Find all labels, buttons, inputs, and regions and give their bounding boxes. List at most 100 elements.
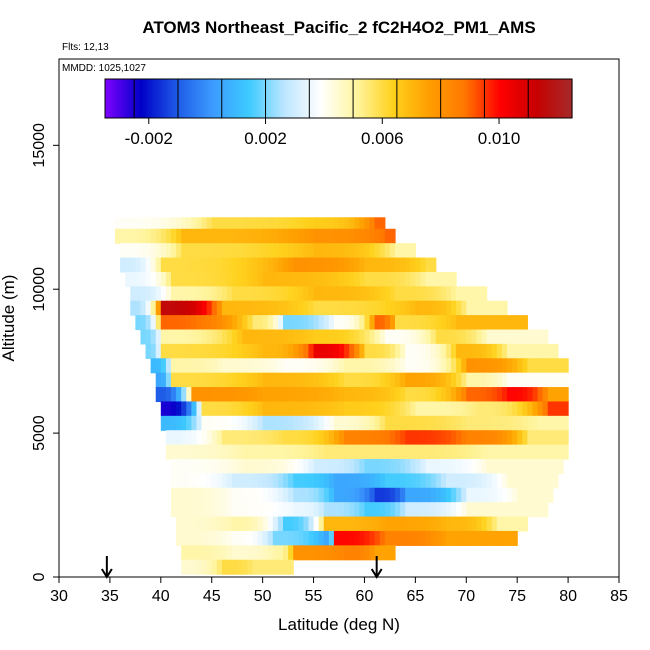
heatmap-cell xyxy=(395,315,401,331)
heatmap-cell xyxy=(486,358,493,374)
heatmap-cell xyxy=(308,387,315,403)
heatmap-cell xyxy=(252,545,259,561)
heatmap-cell xyxy=(272,415,279,431)
heatmap-cell xyxy=(308,343,315,359)
heatmap-cell xyxy=(344,415,350,431)
heatmap-cell xyxy=(176,430,182,446)
heatmap-cell xyxy=(318,401,325,417)
colorbar-swatch xyxy=(322,79,326,118)
heatmap-cell xyxy=(211,271,218,287)
heatmap-cell xyxy=(410,415,416,431)
colorbar-swatch xyxy=(158,79,162,118)
heatmap-cell xyxy=(349,502,355,518)
heatmap-cell xyxy=(206,459,213,474)
heatmap-cell xyxy=(405,286,411,302)
heatmap-cell xyxy=(171,217,177,230)
heatmap-cell xyxy=(165,372,172,388)
heatmap-cell xyxy=(227,559,233,575)
heatmap-cell xyxy=(445,459,452,474)
heatmap-cell xyxy=(283,387,289,403)
colorbar-swatch xyxy=(553,79,557,118)
colorbar-swatch xyxy=(373,79,377,118)
colorbar-swatch xyxy=(191,79,195,118)
colorbar-swatch xyxy=(436,79,440,118)
heatmap-cell xyxy=(461,358,467,374)
heatmap-cell xyxy=(415,286,422,302)
heatmap-cell xyxy=(262,228,269,244)
x-tick-label: 50 xyxy=(254,588,272,605)
heatmap-cell xyxy=(389,286,396,302)
heatmap-cell xyxy=(349,343,355,359)
heatmap-cell xyxy=(333,228,340,244)
heatmap-cell xyxy=(237,487,243,503)
heatmap-cell xyxy=(359,358,366,374)
heatmap-cell xyxy=(415,372,422,388)
heatmap-cell xyxy=(374,329,381,345)
heatmap-cell xyxy=(415,401,422,417)
heatmap-cell xyxy=(369,530,376,546)
heatmap-cell xyxy=(201,271,208,287)
colorbar-swatch xyxy=(277,79,281,118)
heatmap-cell xyxy=(354,401,360,417)
colorbar-tick-label: -0.002 xyxy=(125,129,173,148)
colorbar-swatch xyxy=(329,79,333,118)
heatmap-cell xyxy=(333,401,340,417)
heatmap-cell xyxy=(512,315,518,331)
heatmap-cell xyxy=(257,530,264,546)
heatmap-cell xyxy=(237,257,243,273)
heatmap-cell xyxy=(430,444,437,460)
heatmap-cell xyxy=(211,444,218,460)
heatmap-cell xyxy=(410,315,416,331)
colorbar-swatch xyxy=(231,79,235,118)
heatmap-cell xyxy=(517,444,523,460)
heatmap-cell xyxy=(374,358,381,374)
heatmap-cell xyxy=(283,228,289,244)
heatmap-cell xyxy=(318,358,325,374)
heatmap-cell xyxy=(512,444,518,460)
heatmap-cell xyxy=(242,243,248,259)
heatmap-cell xyxy=(201,228,208,244)
colorbar-swatch xyxy=(156,79,160,118)
heatmap-cell xyxy=(364,545,371,561)
heatmap-cell xyxy=(181,559,187,575)
heatmap-cell xyxy=(150,300,157,316)
heatmap-cell xyxy=(211,228,218,244)
heatmap-cell xyxy=(420,343,427,359)
heatmap-cell xyxy=(181,502,187,518)
heatmap-cell xyxy=(176,530,182,546)
heatmap-cell xyxy=(171,228,177,244)
heatmap-cell xyxy=(481,473,488,489)
colorbar-swatch xyxy=(364,79,368,118)
heatmap-cell xyxy=(537,358,544,374)
heatmap-cell xyxy=(186,387,192,403)
heatmap-cell xyxy=(181,545,187,561)
heatmap-cell xyxy=(456,329,462,345)
heatmap-cell xyxy=(201,372,208,388)
heatmap-cell xyxy=(313,228,320,244)
heatmap-cell xyxy=(374,415,381,431)
heatmap-cell xyxy=(303,387,310,403)
colorbar-swatch xyxy=(557,79,561,118)
heatmap-cell xyxy=(542,502,549,518)
colorbar-swatch xyxy=(441,79,445,118)
heatmap-cell xyxy=(476,343,483,359)
heatmap-cell xyxy=(293,315,299,331)
heatmap-cell xyxy=(257,430,264,446)
heatmap-cell xyxy=(277,228,284,244)
heatmap-cell xyxy=(262,315,269,331)
heatmap-cell xyxy=(252,415,259,431)
heatmap-cell xyxy=(283,271,289,287)
heatmap-cell xyxy=(374,502,381,518)
colorbar-swatch xyxy=(431,79,435,118)
heatmap-cell xyxy=(537,502,544,518)
colorbar-swatch xyxy=(350,79,354,118)
colorbar-swatch xyxy=(345,79,349,118)
heatmap-cell xyxy=(384,228,391,244)
colorbar-swatch xyxy=(172,79,176,118)
heatmap-cell xyxy=(501,329,508,345)
heatmap-cell xyxy=(318,329,325,345)
heatmap-cell xyxy=(298,430,304,446)
heatmap-cell xyxy=(425,271,432,287)
heatmap-cell xyxy=(359,516,366,532)
heatmap-cell xyxy=(456,372,462,388)
